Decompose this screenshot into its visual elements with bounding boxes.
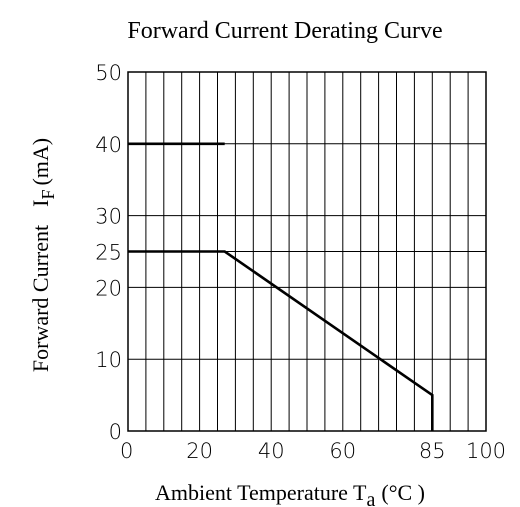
- y-axis-label: Forward Current IF (mA): [28, 138, 58, 372]
- x-tick-label: 85: [419, 439, 446, 463]
- x-axis-label-main: Ambient Temperature T: [155, 480, 367, 505]
- y-tick-label: 25: [95, 241, 122, 265]
- x-tick-label: 40: [258, 439, 285, 463]
- y-axis-label-unit: (mA): [28, 138, 53, 186]
- y-tick-label: 20: [95, 276, 122, 300]
- y-tick-label: 0: [109, 420, 122, 444]
- x-axis-label: Ambient Temperature Ta (°C ): [155, 480, 425, 507]
- y-axis-label-main: Forward Current: [28, 225, 53, 372]
- x-axis-label-unit: (°C ): [381, 480, 425, 505]
- x-tick-label: 60: [329, 439, 356, 463]
- series-line-1: [128, 250, 434, 431]
- series-lines: [128, 142, 434, 431]
- y-axis-label-symbol: I: [28, 200, 53, 207]
- plot-grid: [128, 72, 486, 431]
- y-axis-ticks: 0 10 20 25 30 40 50: [95, 61, 122, 444]
- chart-title: Forward Current Derating Curve: [127, 18, 442, 44]
- x-axis-ticks: 0 20 40 60 85 100: [120, 439, 506, 463]
- y-tick-label: 30: [95, 205, 122, 229]
- x-axis-label-sub: a: [366, 489, 375, 507]
- x-tick-label: 100: [466, 439, 506, 463]
- y-axis-label-sub: F: [38, 190, 58, 200]
- y-tick-label: 10: [95, 348, 122, 372]
- y-tick-label: 40: [95, 133, 122, 157]
- y-tick-label: 50: [95, 61, 122, 85]
- x-tick-label: 0: [120, 439, 133, 463]
- x-tick-label: 20: [186, 439, 213, 463]
